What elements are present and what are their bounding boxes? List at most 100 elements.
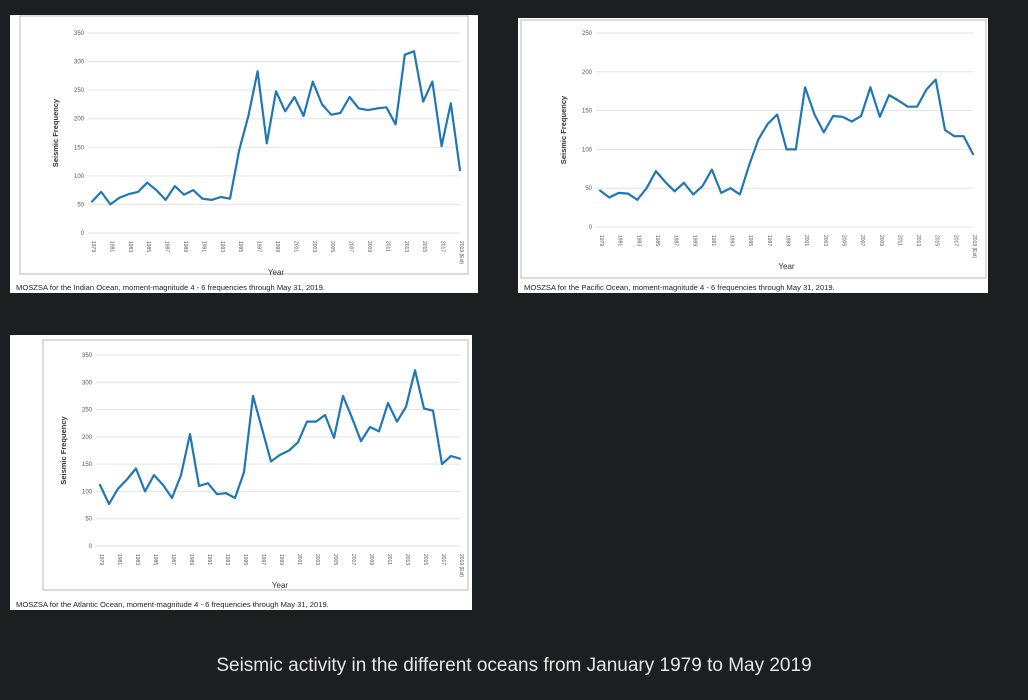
x-tick-label: 2013 (915, 235, 921, 246)
y-tick-label: 50 (85, 517, 92, 523)
x-tick-label: 1991 (206, 554, 212, 565)
x-tick-label: 2013 (403, 241, 409, 252)
x-tick-label: 2015 (421, 241, 427, 252)
chart-frame (19, 15, 469, 275)
indian-ocean-chart-panel: 0 50 100 150 200 250 300 350 1979 1981 1983 1985 198… (10, 15, 478, 293)
x-tick-label: 2019 (Est) (971, 235, 977, 258)
x-tick-label: 2013 (404, 554, 410, 565)
x-tick-label: 2011 (386, 554, 392, 565)
x-tick-label: 1979 (90, 241, 96, 252)
x-tick-label: 2009 (368, 554, 374, 565)
x-tick-label: 1999 (278, 554, 284, 565)
x-tick-label: 2007 (859, 235, 865, 246)
x-tick-label: 1979 (598, 235, 604, 246)
figure-caption: Seismic activity in the different oceans… (216, 655, 812, 676)
x-tick-label: 1985 (145, 241, 151, 252)
x-tick-label: 2001 (296, 554, 302, 565)
x-tick-label: 1981 (617, 235, 623, 246)
series-line (98, 369, 462, 506)
y-tick-label: 100 (74, 174, 85, 180)
x-tick-label: 2019 (Est) (458, 554, 464, 577)
x-tick-label: 1997 (766, 235, 772, 246)
x-tick-label: 1999 (274, 241, 280, 252)
series-line (598, 78, 975, 201)
x-tick-label: 2019 (Est) (458, 241, 464, 264)
y-tick-label: 250 (74, 88, 85, 94)
x-tick-label: 2009 (366, 241, 372, 252)
chart-frame (42, 339, 469, 591)
atlantic-ocean-caption: MOSZSA for the Atlantic Ocean, moment-ma… (16, 600, 329, 609)
x-tick-label: 2007 (348, 241, 354, 252)
y-tick-label: 200 (74, 117, 85, 123)
pacific-ocean-chart: 0 50 100 150 200 250 1979 1981 1983 1985 1987 1989 1… (520, 19, 987, 279)
y-tick-label: 200 (582, 70, 593, 76)
y-tick-label: 100 (82, 489, 93, 495)
x-tick-label: 2003 (311, 241, 317, 252)
x-tick-label: 1981 (116, 554, 122, 565)
y-axis-title: Seismic Frequency (559, 95, 568, 164)
x-tick-label: 1991 (200, 241, 206, 252)
x-tick-label: 2001 (803, 235, 809, 246)
x-tick-label: 1995 (747, 235, 753, 246)
x-tick-label: 1993 (219, 241, 225, 252)
atlantic-ocean-chart: 0 50 100 150 200 250 300 350 1979 1981 1983 1985 198… (42, 339, 469, 591)
x-tick-label: 2005 (332, 554, 338, 565)
y-tick-label: 100 (582, 147, 593, 153)
y-axis-title: Seismic Frequency (51, 98, 60, 167)
pacific-ocean-chart-panel: 0 50 100 150 200 250 1979 1981 1983 1985 1987 1989 1… (518, 18, 988, 293)
x-tick-label: 2005 (329, 241, 335, 252)
x-tick-label: 1989 (691, 235, 697, 246)
x-tick-label: 1993 (729, 235, 735, 246)
x-tick-label: 1997 (260, 554, 266, 565)
x-tick-label: 2009 (878, 235, 884, 246)
x-axis-title: Year (272, 581, 289, 590)
x-tick-label: 1989 (182, 241, 188, 252)
x-tick-label: 2005 (840, 235, 846, 246)
x-tick-label: 1981 (108, 241, 114, 252)
x-tick-label: 1985 (654, 235, 660, 246)
y-tick-label: 150 (582, 109, 593, 115)
x-tick-label: 2011 (384, 241, 390, 252)
y-tick-label: 150 (74, 145, 85, 151)
x-tick-label: 1983 (127, 241, 133, 252)
atlantic-ocean-chart-panel: 0 50 100 150 200 250 300 350 1979 1981 1983 1985 198… (10, 335, 472, 610)
x-axis-title: Year (778, 262, 795, 271)
x-axis-title: Year (268, 268, 285, 277)
y-tick-label: 50 (585, 186, 592, 192)
y-tick-label: 350 (74, 31, 85, 37)
y-tick-label: 300 (74, 60, 85, 66)
x-tick-label: 2017 (440, 241, 446, 252)
y-tick-label: 250 (82, 408, 93, 414)
y-tick-label: 200 (82, 435, 93, 441)
x-tick-label: 2011 (896, 235, 902, 246)
indian-ocean-caption: MOSZSA for the Indian Ocean, moment-magn… (16, 283, 325, 292)
x-tick-label: 1987 (170, 554, 176, 565)
x-tick-label: 2015 (422, 554, 428, 565)
y-tick-label: 150 (82, 462, 93, 468)
y-axis-title: Seismic Frequency (59, 415, 68, 484)
y-tick-label: 350 (82, 353, 93, 359)
y-tick-label: 250 (582, 31, 593, 37)
x-tick-label: 1991 (710, 235, 716, 246)
y-tick-label: 0 (89, 544, 93, 550)
x-tick-label: 1983 (635, 235, 641, 246)
x-tick-label: 1983 (134, 554, 140, 565)
indian-ocean-chart: 0 50 100 150 200 250 300 350 1979 1981 1983 1985 198… (19, 15, 469, 277)
x-tick-label: 1999 (785, 235, 791, 246)
x-tick-label: 2003 (314, 554, 320, 565)
x-tick-label: 1995 (242, 554, 248, 565)
series-line (90, 50, 462, 206)
x-tick-label: 1995 (237, 241, 243, 252)
pacific-ocean-caption: MOSZSA for the Pacific Ocean, moment-mag… (524, 283, 835, 292)
x-tick-label: 2015 (934, 235, 940, 246)
x-tick-label: 1985 (152, 554, 158, 565)
x-tick-label: 2017 (440, 554, 446, 565)
x-tick-label: 2017 (952, 235, 958, 246)
y-tick-label: 0 (81, 231, 85, 237)
x-tick-label: 2007 (350, 554, 356, 565)
y-tick-label: 50 (77, 202, 84, 208)
x-tick-label: 2003 (822, 235, 828, 246)
y-tick-label: 300 (82, 380, 93, 386)
x-tick-label: 1987 (673, 235, 679, 246)
y-tick-label: 0 (589, 225, 593, 231)
